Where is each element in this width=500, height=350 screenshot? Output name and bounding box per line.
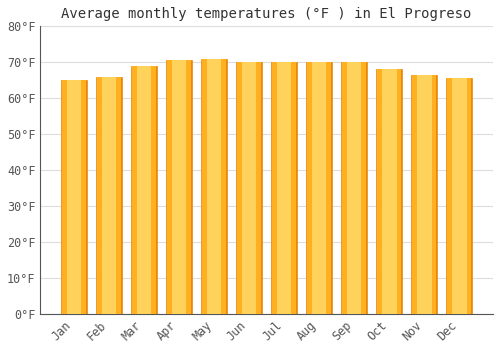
Bar <box>341 62 367 314</box>
Bar <box>202 59 226 314</box>
Bar <box>412 75 436 314</box>
Bar <box>452 78 466 314</box>
Bar <box>102 77 117 314</box>
Bar <box>97 77 121 314</box>
Bar <box>96 77 122 314</box>
Bar <box>131 66 157 314</box>
Bar <box>417 75 432 314</box>
Bar <box>242 62 256 314</box>
Bar <box>342 62 366 314</box>
Bar <box>272 62 296 314</box>
Bar <box>448 78 471 314</box>
Title: Average monthly temperatures (°F ) in El Progreso: Average monthly temperatures (°F ) in El… <box>62 7 472 21</box>
Bar <box>61 80 87 314</box>
Bar <box>347 62 362 314</box>
Bar <box>237 62 262 314</box>
Bar <box>201 59 228 314</box>
Bar <box>167 61 191 314</box>
Bar <box>132 66 156 314</box>
Bar <box>67 80 81 314</box>
Bar <box>166 61 192 314</box>
Bar <box>376 69 402 314</box>
Bar <box>411 75 438 314</box>
Bar <box>271 62 297 314</box>
Bar <box>382 69 396 314</box>
Bar <box>62 80 86 314</box>
Bar <box>137 66 152 314</box>
Bar <box>172 61 186 314</box>
Bar <box>306 62 332 314</box>
Bar <box>307 62 332 314</box>
Bar <box>277 62 291 314</box>
Bar <box>236 62 262 314</box>
Bar <box>377 69 402 314</box>
Bar <box>446 78 472 314</box>
Bar <box>312 62 326 314</box>
Bar <box>207 59 222 314</box>
